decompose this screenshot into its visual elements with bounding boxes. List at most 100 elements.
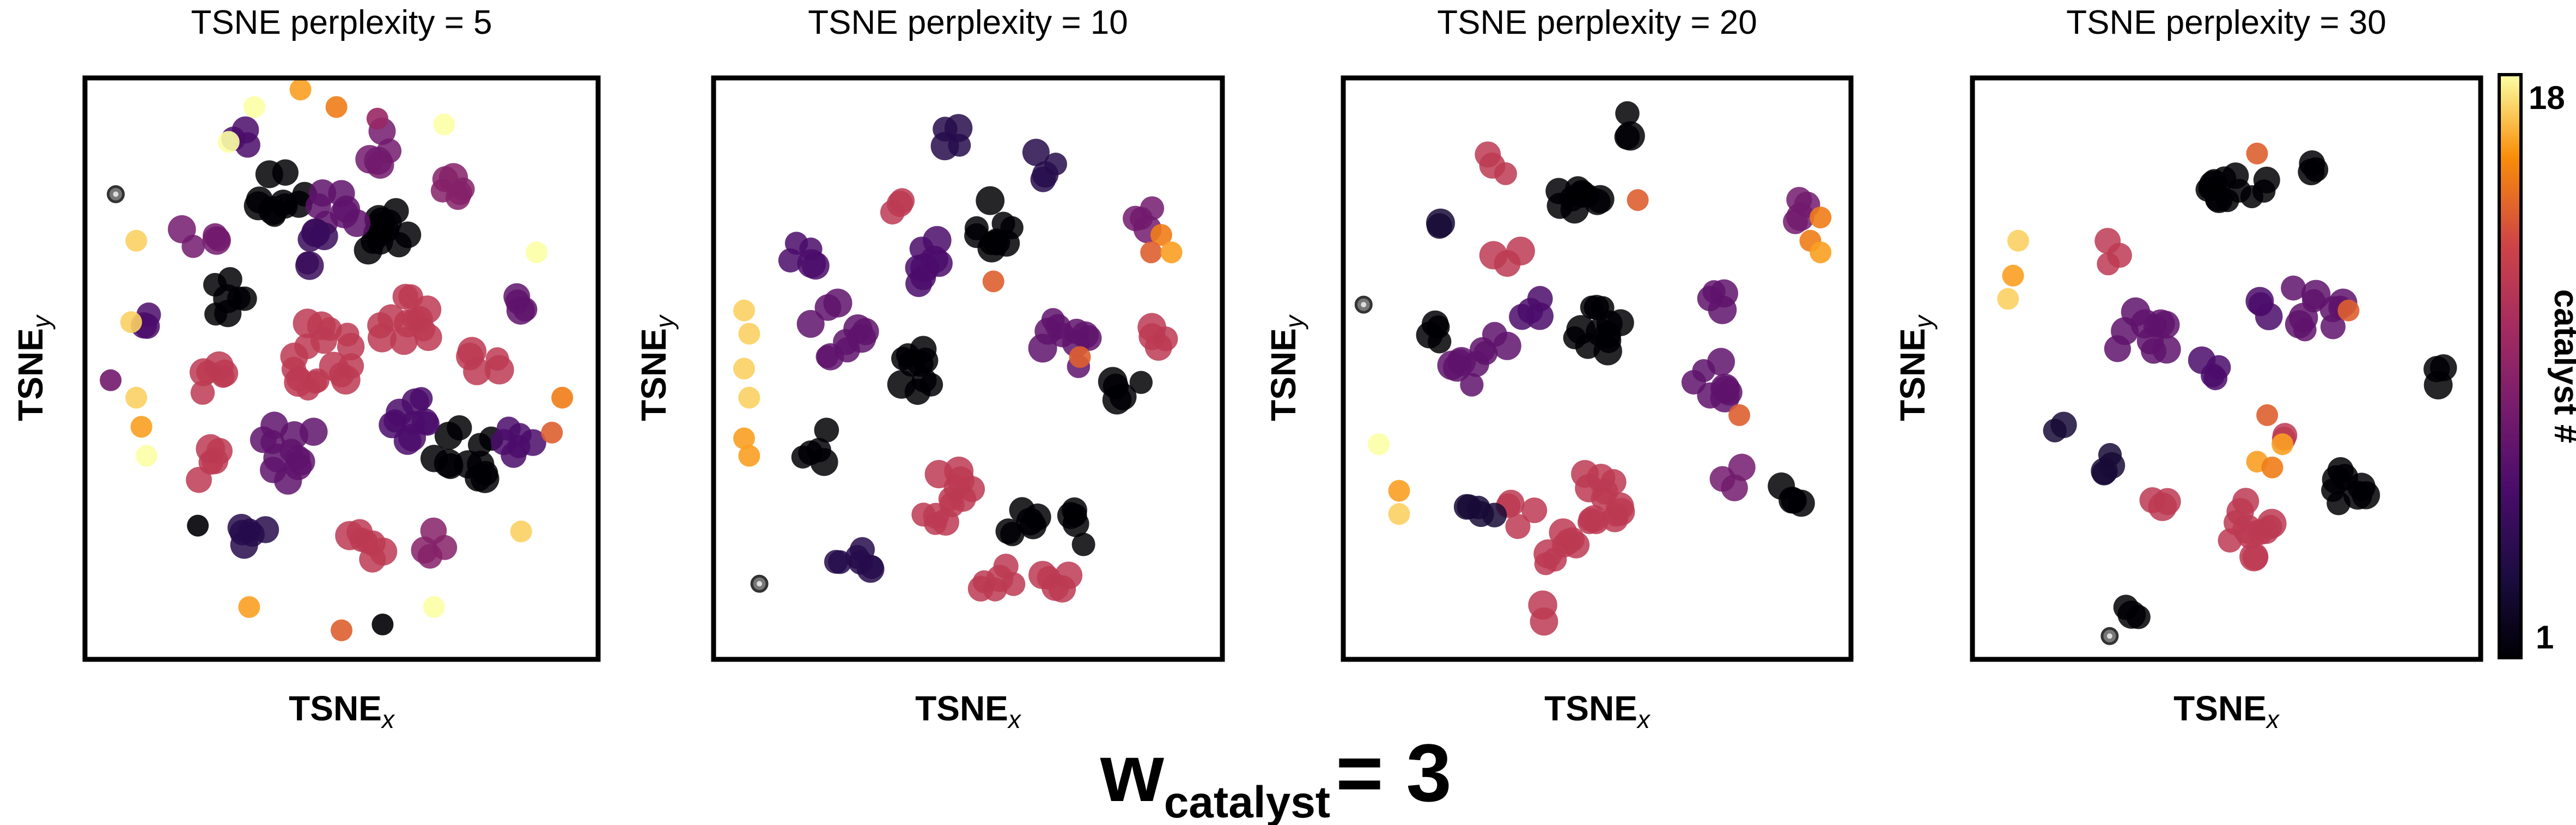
panel-4-cluster-4-point [2423,371,2453,399]
panel-1-cluster-9-point [359,545,386,573]
panel-1-cluster-21-point [136,302,161,327]
panel-1-cluster-17-point [168,215,196,244]
panel-2-point-6 [738,445,760,467]
panel-2-cluster-7-point [949,485,976,512]
panel-2-cluster-14-point [921,246,948,274]
panel-1-cluster-18-point [295,251,324,280]
panel-1-cluster-3-point [473,461,498,486]
panel-1-cluster-17-point [206,227,230,252]
panel-2-cluster-1-point [919,373,943,397]
panel-2-cluster-19-point [799,237,823,261]
colorbar-label: catalyst # [2547,289,2576,444]
panel-3-cluster-15-point [1526,302,1554,330]
panel-1-cluster-5-point [318,317,342,341]
panel-1-points [100,78,574,641]
panel-4-xlabel: TSNEx [2173,689,2280,733]
colorbar: 18 1 catalyst # [2498,73,2576,659]
panel-2-title: TSNE perplexity = 10 [808,4,1128,41]
panel-4-ylabel: TSNEy [1893,314,1938,421]
colorbar-tick-min: 1 [2536,619,2554,656]
panel-3-point-7 [1627,189,1649,211]
panel-1-point-11 [130,416,153,438]
panel-1-cluster-13-point [305,193,331,219]
panel-1-point-7 [125,229,148,252]
panel-3-cluster-2-point [1593,336,1622,366]
panel-1-point-6 [433,113,455,136]
panel-2-point-1 [733,299,755,321]
panel-4-title: TSNE perplexity = 30 [2066,4,2386,41]
panel-3-cluster-6-point [1549,518,1578,547]
panel-3-cluster-12-point [1697,382,1724,409]
panel-1-cluster-6-point [392,283,418,310]
panel-1-point-13 [551,386,574,409]
panel-2-point-7 [1150,224,1172,246]
panel-4-axes-frame [1970,75,2483,662]
panel-3-cluster-16-point [1457,494,1482,519]
panel-3-point-8 [1728,404,1750,426]
panel-1-cluster-20-point [513,297,538,322]
panel-1-cluster-19-point [364,147,392,175]
panel-3-cluster-2-point [1566,315,1595,344]
panel-3-point-6 [1810,241,1832,264]
panel-1-point-19 [423,596,445,618]
panel-4-cluster-14-point [2091,457,2118,485]
panel-3-outlier-center [1361,302,1367,308]
panel-4-point-1 [2007,229,2029,252]
panel-3-cluster-11-point [1469,337,1495,363]
panel-3-cluster-12-point [1707,348,1735,376]
panel-1-cluster-15-point [230,531,258,559]
panel-3-cluster-13-point [1710,279,1738,308]
panel-2-point-3 [733,357,755,380]
panel-3-title: TSNE perplexity = 20 [1437,4,1757,41]
panel-2-point-5 [733,427,755,450]
panel-3-point-2 [1388,480,1410,502]
panel-4-cluster-16-point [2245,287,2274,316]
panel-4-cluster-2-point [2352,481,2380,509]
panel-3-cluster-16-point [1482,502,1507,527]
panel-2-cluster-6-point [791,445,814,469]
colorbar-tick-max: 18 [2529,80,2565,116]
panel-3-cluster-7-point [1505,514,1531,539]
panel-1-cluster-4-point [204,302,228,326]
panel-1-cluster-1-point [285,191,313,218]
panel-4-cluster-12-point [2281,275,2306,301]
panel-2-cluster-2-point [977,234,1006,263]
panel-3-cluster-11-point [1437,350,1467,380]
panel-2-cluster-12-point [851,318,879,345]
panel-1-cluster-22-point [432,535,458,560]
panel-2-cluster-12-point [815,345,839,368]
panel-1-cluster-2-point [367,229,393,255]
panel-3-point-1 [1368,433,1390,456]
panel-2-cluster-17-point [1044,153,1067,176]
panel-1-point-2 [325,96,348,118]
panel-4-cluster-8-point [2107,242,2132,268]
panel-1-point-16 [238,596,260,618]
panel-1-cluster-14-point [432,166,459,192]
panel-1-point-21 [187,514,209,537]
panel-1-cluster-12-point [379,411,406,439]
panel-4-point-3 [1997,288,2019,310]
panel-1-cluster-10-point [457,337,487,366]
panel-1-cluster-7-point [196,360,220,384]
panel-2-cluster-12-point [796,310,825,338]
panel-4-cluster-7-point [2218,528,2242,553]
panel-2-cluster-2-point [976,186,1005,215]
panel-4-cluster-7-point [2242,544,2268,571]
panel-1-point-12 [136,445,157,467]
panel-1: TSNE perplexity = 5 TSNEx TSNEy [11,4,601,733]
panel-3-points [1354,101,1832,636]
panel-4-cluster-6-point [2253,166,2280,193]
panel-2-cluster-14-point [905,270,933,298]
panel-2-cluster-12-point [814,294,842,321]
panel-1-cluster-11-point [279,439,303,463]
panel-4-cluster-12-point [2302,289,2325,313]
panel-2-cluster-1-point [910,336,937,363]
panel-2-point-10 [982,270,1004,293]
panel-3-ylabel: TSNEy [1264,314,1308,421]
panel-2-cluster-7-point [944,456,974,486]
panel-2-cluster-15-point [828,550,852,574]
panel-3-cluster-8-point [1475,141,1501,168]
panel-1-cluster-15-point [252,516,279,543]
panel-3-cluster-14-point [1786,203,1814,231]
panel-4-outlier-center [2106,633,2112,639]
